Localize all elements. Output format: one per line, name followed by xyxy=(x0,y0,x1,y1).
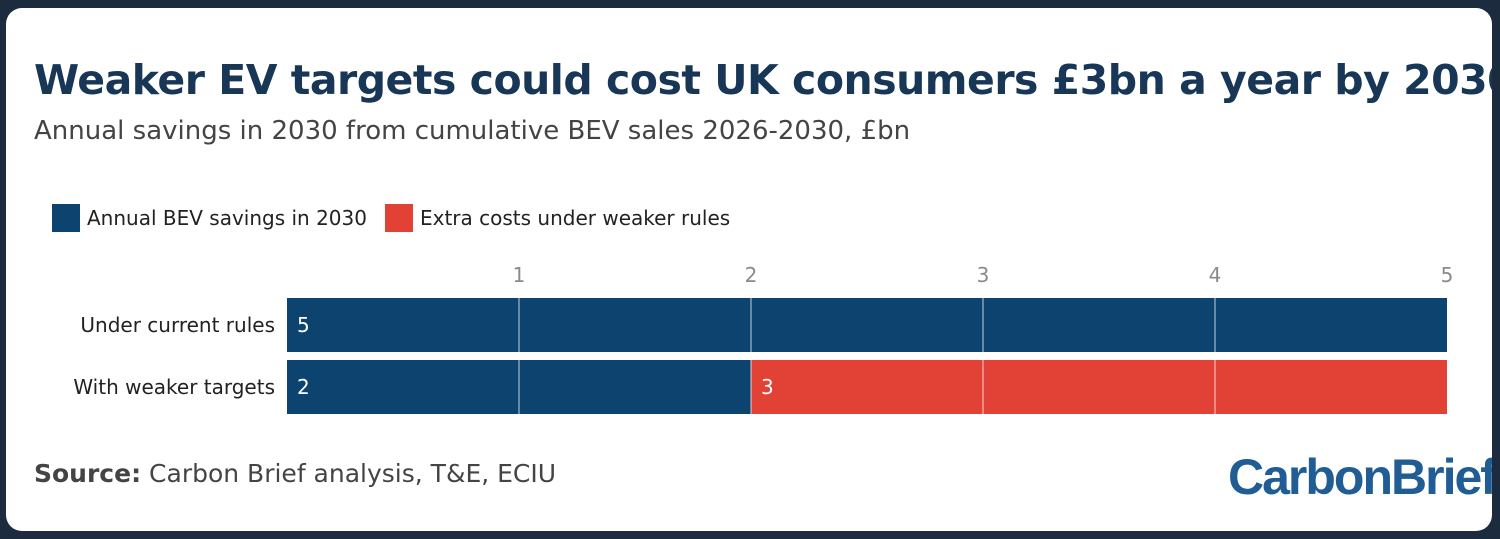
bar-1-series-1 xyxy=(751,360,1447,414)
legend-label-extra-costs: Extra costs under weaker rules xyxy=(419,206,731,230)
legend-label-savings: Annual BEV savings in 2030 xyxy=(87,206,367,230)
tick-label-1: 2 xyxy=(745,263,758,287)
source-text: Carbon Brief analysis, T&E, ECIU xyxy=(149,459,557,488)
chart-card: Weaker EV targets could cost UK consumer… xyxy=(6,8,1492,531)
chart-title: Weaker EV targets could cost UK consumer… xyxy=(34,56,1492,104)
bar-chart: Under current rules With weaker targets 5 2… xyxy=(73,263,1454,414)
carbon-brief-logo: CarbonBrief xyxy=(1228,449,1492,505)
tick-label-2: 3 xyxy=(977,263,990,287)
legend-item-extra-costs: Extra costs under weaker rules xyxy=(384,204,731,232)
data-label-0-0: 5 xyxy=(297,313,310,337)
data-label-1-1: 3 xyxy=(761,375,774,399)
source-label: Source: xyxy=(34,459,142,488)
bar-0-series-0 xyxy=(287,298,1447,352)
tick-label-0: 1 xyxy=(513,263,526,287)
tick-label-4: 5 xyxy=(1441,263,1454,287)
chart-subtitle: Annual savings in 2030 from cumulative B… xyxy=(34,116,911,146)
source-note: Source: Carbon Brief analysis, T&E, ECIU xyxy=(34,459,556,488)
legend: Annual BEV savings in 2030 Extra costs u… xyxy=(52,204,748,232)
category-label-0: Under current rules xyxy=(80,313,275,337)
data-label-1-0: 2 xyxy=(297,375,310,399)
category-label-1: With weaker targets xyxy=(73,375,275,399)
legend-swatch-extra-costs xyxy=(384,204,413,232)
legend-item-savings: Annual BEV savings in 2030 xyxy=(52,204,367,232)
tick-label-3: 4 xyxy=(1209,263,1222,287)
legend-swatch-savings xyxy=(52,204,80,232)
